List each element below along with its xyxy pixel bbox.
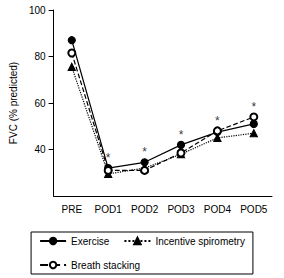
svg-text:POD5: POD5 [240,204,268,215]
svg-text:POD2: POD2 [131,204,159,215]
svg-text:*: * [251,100,256,114]
svg-text:*: * [215,114,220,128]
svg-text:*: * [142,145,147,159]
svg-text:POD1: POD1 [95,204,123,215]
svg-text:60: 60 [34,98,46,109]
svg-text:Exercise: Exercise [71,236,110,247]
svg-text:FVC (% predicted): FVC (% predicted) [8,62,19,144]
svg-text:40: 40 [34,144,46,155]
svg-text:100: 100 [29,5,46,16]
svg-text:POD4: POD4 [204,204,232,215]
svg-text:Breath stacking: Breath stacking [71,260,140,271]
svg-text:80: 80 [34,51,46,62]
svg-text:PRE: PRE [62,204,83,215]
svg-text:Incentive spirometry: Incentive spirometry [155,236,244,247]
svg-text:*: * [179,128,184,142]
svg-text:POD3: POD3 [167,204,195,215]
